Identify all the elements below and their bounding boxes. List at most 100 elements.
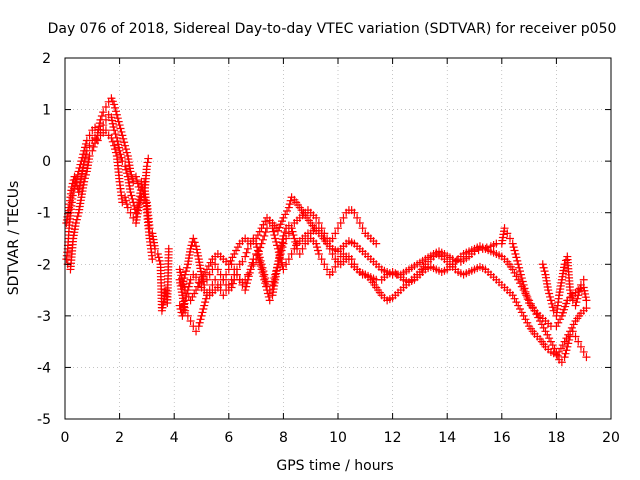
data-point-track-c bbox=[81, 170, 90, 179]
y-tick-label: -2 bbox=[37, 257, 51, 273]
data-point-track-g bbox=[285, 200, 294, 209]
data-point-track-g bbox=[517, 274, 526, 283]
data-point-track-d bbox=[358, 224, 367, 233]
data-point-track-g bbox=[228, 253, 237, 262]
data-point-track-e bbox=[553, 351, 562, 360]
data-point-track-g bbox=[230, 249, 239, 258]
data-point-track-a bbox=[111, 103, 120, 112]
data-point-track-a bbox=[114, 117, 123, 126]
data-point-track-g bbox=[188, 292, 197, 301]
data-point-track-d bbox=[279, 239, 288, 248]
data-point-track-f bbox=[235, 275, 244, 284]
x-tick-labels: 0 2 4 6 8 10 12 14 16 18 20 bbox=[61, 430, 620, 446]
data-point-track-g bbox=[509, 243, 518, 252]
data-point-track-a bbox=[112, 110, 121, 119]
data-point-track-f bbox=[256, 262, 265, 271]
data-point-track-a bbox=[115, 121, 124, 130]
data-point-track-g bbox=[195, 279, 204, 288]
data-point-track-e bbox=[278, 262, 287, 271]
data-point-track-c bbox=[116, 150, 125, 159]
y-tick-label: 0 bbox=[42, 154, 51, 170]
data-point-track-f bbox=[182, 267, 191, 276]
data-point-track-e bbox=[561, 349, 570, 358]
data-point-track-h bbox=[567, 292, 576, 301]
data-point-track-f bbox=[560, 337, 569, 346]
data-point-track-f bbox=[242, 282, 251, 291]
data-point-track-a bbox=[143, 158, 152, 167]
data-point-track-f bbox=[262, 282, 271, 291]
data-point-track-g bbox=[283, 206, 292, 215]
data-point-track-d bbox=[284, 229, 293, 238]
data-point-track-e bbox=[258, 235, 267, 244]
data-point-track-d bbox=[219, 291, 228, 300]
data-point-track-d bbox=[312, 213, 321, 222]
data-point-track-h bbox=[547, 299, 556, 308]
data-point-track-a bbox=[128, 174, 137, 183]
data-point-track-c bbox=[101, 115, 110, 124]
data-point-track-c bbox=[121, 165, 130, 174]
data-point-track-a bbox=[111, 107, 120, 116]
data-point-track-h bbox=[539, 263, 548, 272]
data-point-track-f bbox=[517, 308, 526, 317]
data-point-track-g bbox=[279, 213, 288, 222]
data-point-track-f bbox=[510, 294, 519, 303]
data-point-track-c bbox=[80, 177, 89, 186]
data-point-track-d bbox=[242, 248, 251, 257]
data-point-track-d bbox=[194, 322, 203, 331]
data-point-track-c bbox=[88, 146, 97, 155]
data-point-track-h bbox=[538, 260, 547, 269]
data-point-track-d bbox=[328, 234, 337, 243]
data-point-track-b bbox=[118, 198, 127, 207]
y-tick-label: -4 bbox=[37, 360, 51, 376]
data-point-track-h bbox=[566, 289, 575, 298]
data-point-track-f bbox=[280, 228, 289, 237]
data-point-track-f bbox=[216, 270, 225, 279]
data-point-track-h bbox=[540, 267, 549, 276]
data-point-track-f bbox=[186, 244, 195, 253]
data-point-track-b bbox=[85, 141, 94, 150]
data-point-track-a bbox=[132, 176, 141, 185]
x-tick-label: 16 bbox=[493, 430, 511, 446]
data-point-track-a bbox=[101, 102, 110, 111]
data-point-track-c bbox=[131, 208, 140, 217]
data-point-track-e bbox=[557, 358, 566, 367]
data-point-track-g bbox=[286, 196, 295, 205]
data-point-track-f bbox=[219, 275, 228, 284]
data-point-track-e bbox=[534, 313, 543, 322]
data-point-track-c bbox=[92, 135, 101, 144]
data-point-track-g bbox=[514, 260, 523, 269]
data-point-track-a bbox=[97, 112, 106, 121]
data-point-track-d bbox=[211, 275, 220, 284]
data-point-track-e bbox=[563, 342, 572, 351]
data-point-track-f bbox=[257, 265, 266, 274]
data-point-track-e bbox=[548, 341, 557, 350]
data-point-track-f bbox=[205, 270, 214, 279]
y-axis-title: SDTVAR / TECUs bbox=[6, 181, 22, 296]
data-point-track-g bbox=[224, 260, 233, 269]
data-point-track-e bbox=[253, 251, 262, 260]
data-point-track-f bbox=[254, 255, 263, 264]
data-point-track-d bbox=[196, 315, 205, 324]
chart-title: Day 076 of 2018, Sidereal Day-to-day VTE… bbox=[48, 21, 617, 37]
data-point-track-h bbox=[574, 291, 583, 300]
data-point-track-f bbox=[508, 291, 517, 300]
data-point-track-f bbox=[298, 244, 307, 253]
data-point-track-f bbox=[569, 320, 578, 329]
data-point-track-c bbox=[99, 121, 108, 130]
data-point-track-g bbox=[193, 282, 202, 291]
data-point-track-f bbox=[259, 272, 268, 281]
data-point-track-g bbox=[255, 227, 264, 236]
data-point-track-d bbox=[195, 318, 204, 327]
data-point-track-f bbox=[247, 262, 256, 271]
data-point-track-g bbox=[512, 253, 521, 262]
data-point-track-f bbox=[516, 304, 524, 313]
data-point-track-h bbox=[576, 280, 585, 289]
data-point-track-f bbox=[519, 311, 528, 320]
data-point-track-g bbox=[199, 272, 208, 281]
data-point-track-g bbox=[503, 229, 512, 238]
data-point-track-f bbox=[246, 265, 255, 274]
data-point-track-f bbox=[265, 296, 274, 305]
data-point-track-a bbox=[142, 162, 151, 171]
data-point-track-c bbox=[72, 215, 81, 224]
data-point-track-g bbox=[505, 234, 514, 243]
